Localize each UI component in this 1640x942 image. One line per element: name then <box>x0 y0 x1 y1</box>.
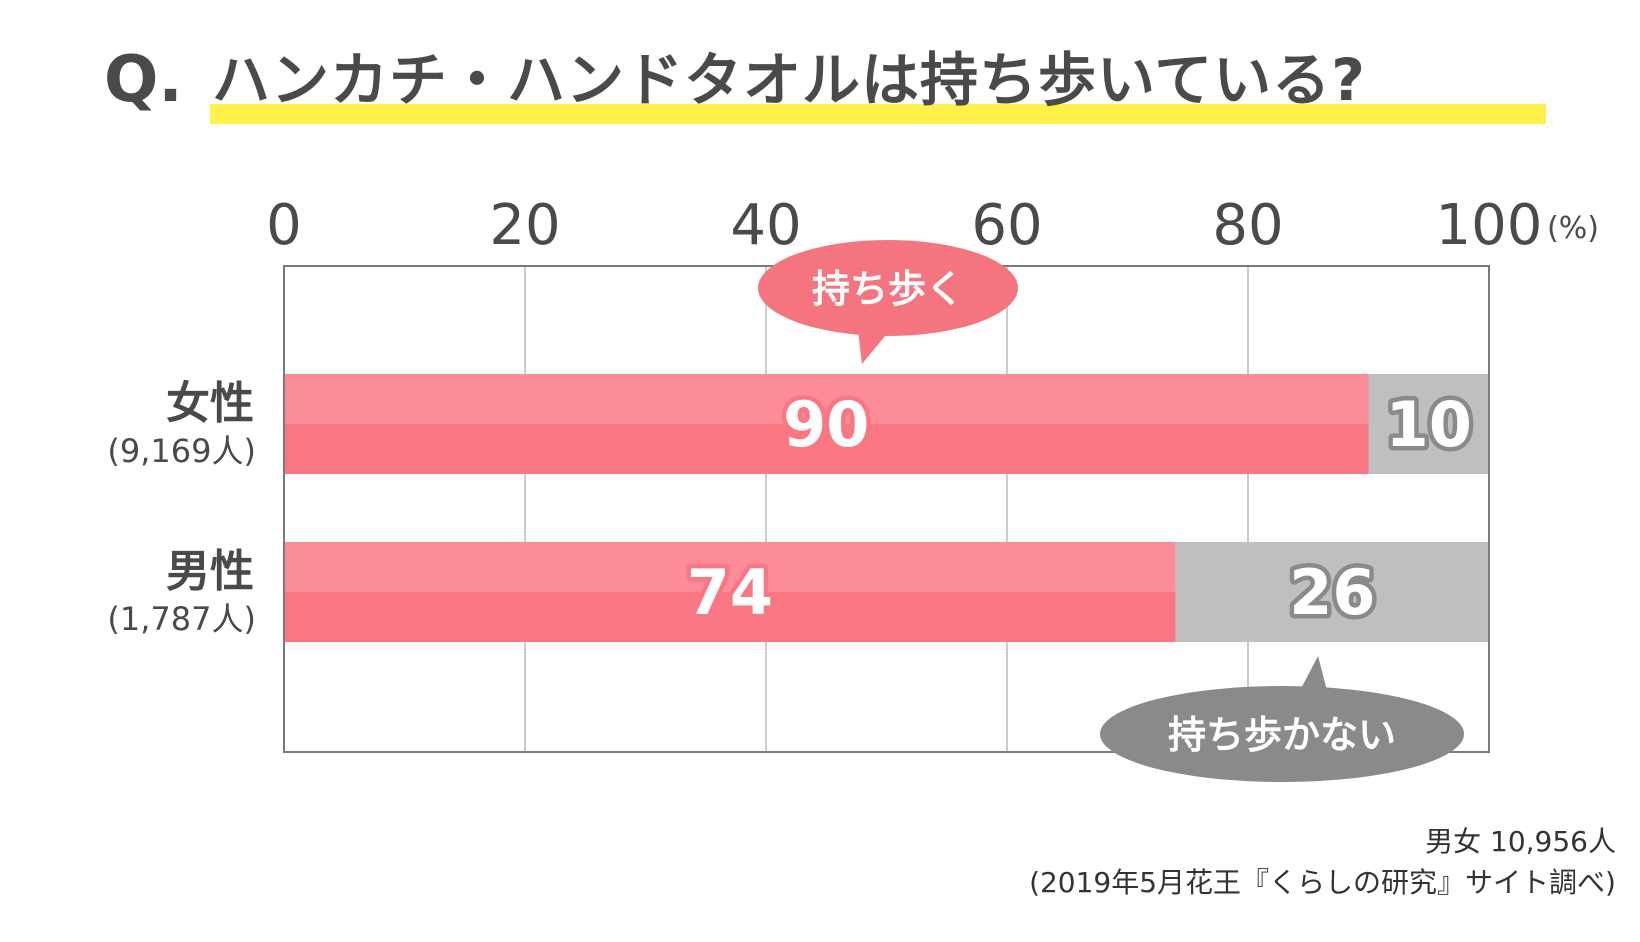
footnote-source: (2019年5月花王『くらしの研究』サイト調べ) <box>1029 865 1616 899</box>
bar-carry-top-1 <box>284 542 1176 592</box>
x-tick-label-0: 0 <box>266 193 302 258</box>
bar-carry-top-0 <box>284 374 1369 424</box>
bar-not-carry-0 <box>1368 374 1489 474</box>
value-label-0-1: 74 <box>687 556 773 629</box>
bar-carry-bottom-1 <box>284 592 1176 642</box>
category-label-0: 女性 <box>166 378 254 429</box>
bubble-carry-body <box>758 240 1018 336</box>
x-unit-label: (%) <box>1547 211 1599 246</box>
bubble-not-carry: 持ち歩かない <box>1100 656 1464 782</box>
category-label-1: 男性 <box>166 546 254 597</box>
x-axis-ticks: 0 20 40 60 80 100 (%) <box>266 193 1599 258</box>
value-label-0-0: 90 <box>783 388 869 461</box>
value-label-1-1: 26 <box>1289 556 1375 629</box>
x-tick-label-40: 40 <box>730 193 801 258</box>
bar-carry-bottom-0 <box>284 424 1369 474</box>
x-tick-label-60: 60 <box>971 193 1042 258</box>
question-mark-label: Q. <box>104 43 183 117</box>
bubble-carry-tail <box>858 330 890 364</box>
chart-title: ハンカチ・ハンドタオルは持ち歩いている? <box>212 46 1366 114</box>
bubble-not-carry-body <box>1100 686 1464 782</box>
value-label-1-0: 10 <box>1386 388 1472 461</box>
bars: 90 10 74 26 <box>284 374 1489 642</box>
bubble-not-carry-label: 持ち歩かない <box>1168 713 1396 757</box>
footnote-total: 男女 10,956人 <box>1425 825 1616 858</box>
x-tick-label-80: 80 <box>1212 193 1283 258</box>
bar-not-carry-1 <box>1175 542 1489 642</box>
footnote: 男女 10,956人 (2019年5月花王『くらしの研究』サイト調べ) <box>1029 822 1616 903</box>
title-highlight <box>210 104 1546 124</box>
category-sub-label-0: (9,169人) <box>107 432 256 470</box>
title-area: Q. ハンカチ・ハンドタオルは持ち歩いている? <box>0 0 1640 140</box>
category-sub-label-1: (1,787人) <box>107 600 256 638</box>
category-labels: 女性(9,169人) 男性(1,787人) <box>107 378 256 638</box>
bubble-carry-label: 持ち歩く <box>812 267 964 311</box>
x-tick-label-100: 100 <box>1436 193 1543 258</box>
x-tick-label-20: 20 <box>489 193 560 258</box>
grid-lines <box>524 266 1249 752</box>
bubble-carry: 持ち歩く <box>758 240 1018 364</box>
